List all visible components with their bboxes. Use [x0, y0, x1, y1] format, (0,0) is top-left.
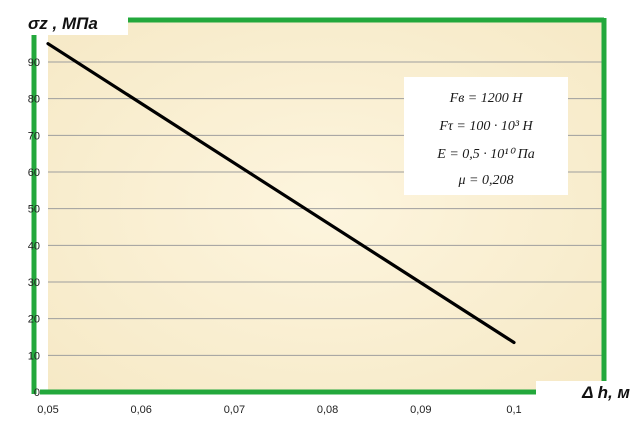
parameters-annotation: Fв = 1200 Н Fτ = 100 · 10³ Н E = 0,5 · 1… — [404, 77, 568, 195]
series-lines — [46, 42, 516, 345]
series-line — [46, 42, 516, 345]
y-tick-label: 40 — [28, 240, 40, 252]
y-tick-label: 70 — [28, 130, 40, 142]
x-tick-labels: 0,05 0,06 0,07 0,08 0,09 0,1 — [37, 404, 521, 416]
x-tick-label: 0,05 — [37, 404, 58, 416]
plot-frame — [31, 17, 607, 395]
y-axis-title-group: σz , МПа — [22, 11, 128, 35]
parameter-force-tau: Fτ = 100 · 10³ Н — [438, 119, 533, 134]
x-tick-label: 0,09 — [410, 404, 431, 416]
y-tick-label: 80 — [28, 94, 40, 106]
y-tick-label: 0 — [34, 387, 40, 399]
x-tick-label: 0,1 — [506, 404, 521, 416]
y-tick-label: 30 — [28, 277, 40, 289]
y-tick-label: 20 — [28, 314, 40, 326]
parameter-poisson: μ = 0,208 — [458, 173, 514, 188]
y-axis-title: σz , МПа — [28, 14, 98, 33]
y-tick-label: 50 — [28, 204, 40, 216]
x-tick-label: 0,07 — [224, 404, 245, 416]
x-tick-label: 0,06 — [130, 404, 151, 416]
x-axis-title: Δ h, м — [581, 383, 630, 402]
grid-lines — [48, 61, 604, 356]
parameters-box — [404, 77, 568, 195]
x-tick-label: 0,08 — [317, 404, 338, 416]
plot-background — [48, 20, 604, 392]
parameter-modulus: E = 0,5 · 10¹⁰ Па — [436, 147, 534, 162]
y-tick-labels: 0 10 20 30 40 50 60 70 80 90 — [28, 57, 40, 399]
y-tick-label: 60 — [28, 167, 40, 179]
x-axis-title-background — [536, 381, 632, 403]
x-axis-title-group: Δ h, м — [536, 381, 632, 403]
parameter-force-v: Fв = 1200 Н — [449, 91, 524, 106]
y-axis-title-background — [22, 11, 128, 35]
y-tick-label: 10 — [28, 350, 40, 362]
y-tick-label: 90 — [28, 57, 40, 69]
